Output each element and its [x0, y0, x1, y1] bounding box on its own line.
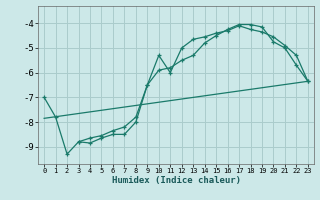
X-axis label: Humidex (Indice chaleur): Humidex (Indice chaleur) — [111, 176, 241, 185]
